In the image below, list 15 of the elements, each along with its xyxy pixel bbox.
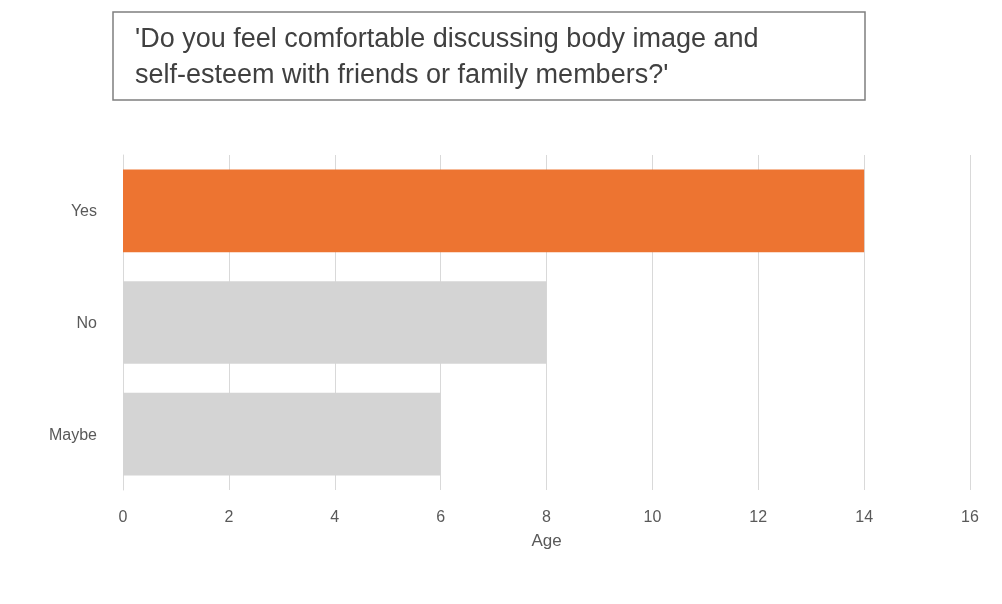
x-tick-label: 0 (118, 507, 128, 525)
bar (123, 169, 865, 253)
x-tick-label: 10 (643, 507, 662, 525)
x-tick-label: 8 (542, 507, 552, 525)
x-axis-title: Age (531, 531, 562, 550)
x-tick-label: 12 (749, 507, 768, 525)
x-tick-label: 16 (961, 507, 979, 525)
x-tick-label: 4 (330, 507, 340, 525)
x-tick-label: 2 (224, 507, 234, 525)
x-tick-label: 6 (436, 507, 446, 525)
y-tick-label: No (76, 314, 98, 331)
y-tick-label: Yes (70, 202, 97, 220)
chart-title: 'Do you feel comfortable discussing body image and self-esteem with friends or family members?' (135, 23, 767, 89)
y-tick-label: Maybe (48, 425, 98, 443)
x-tick-label: 14 (855, 507, 874, 525)
